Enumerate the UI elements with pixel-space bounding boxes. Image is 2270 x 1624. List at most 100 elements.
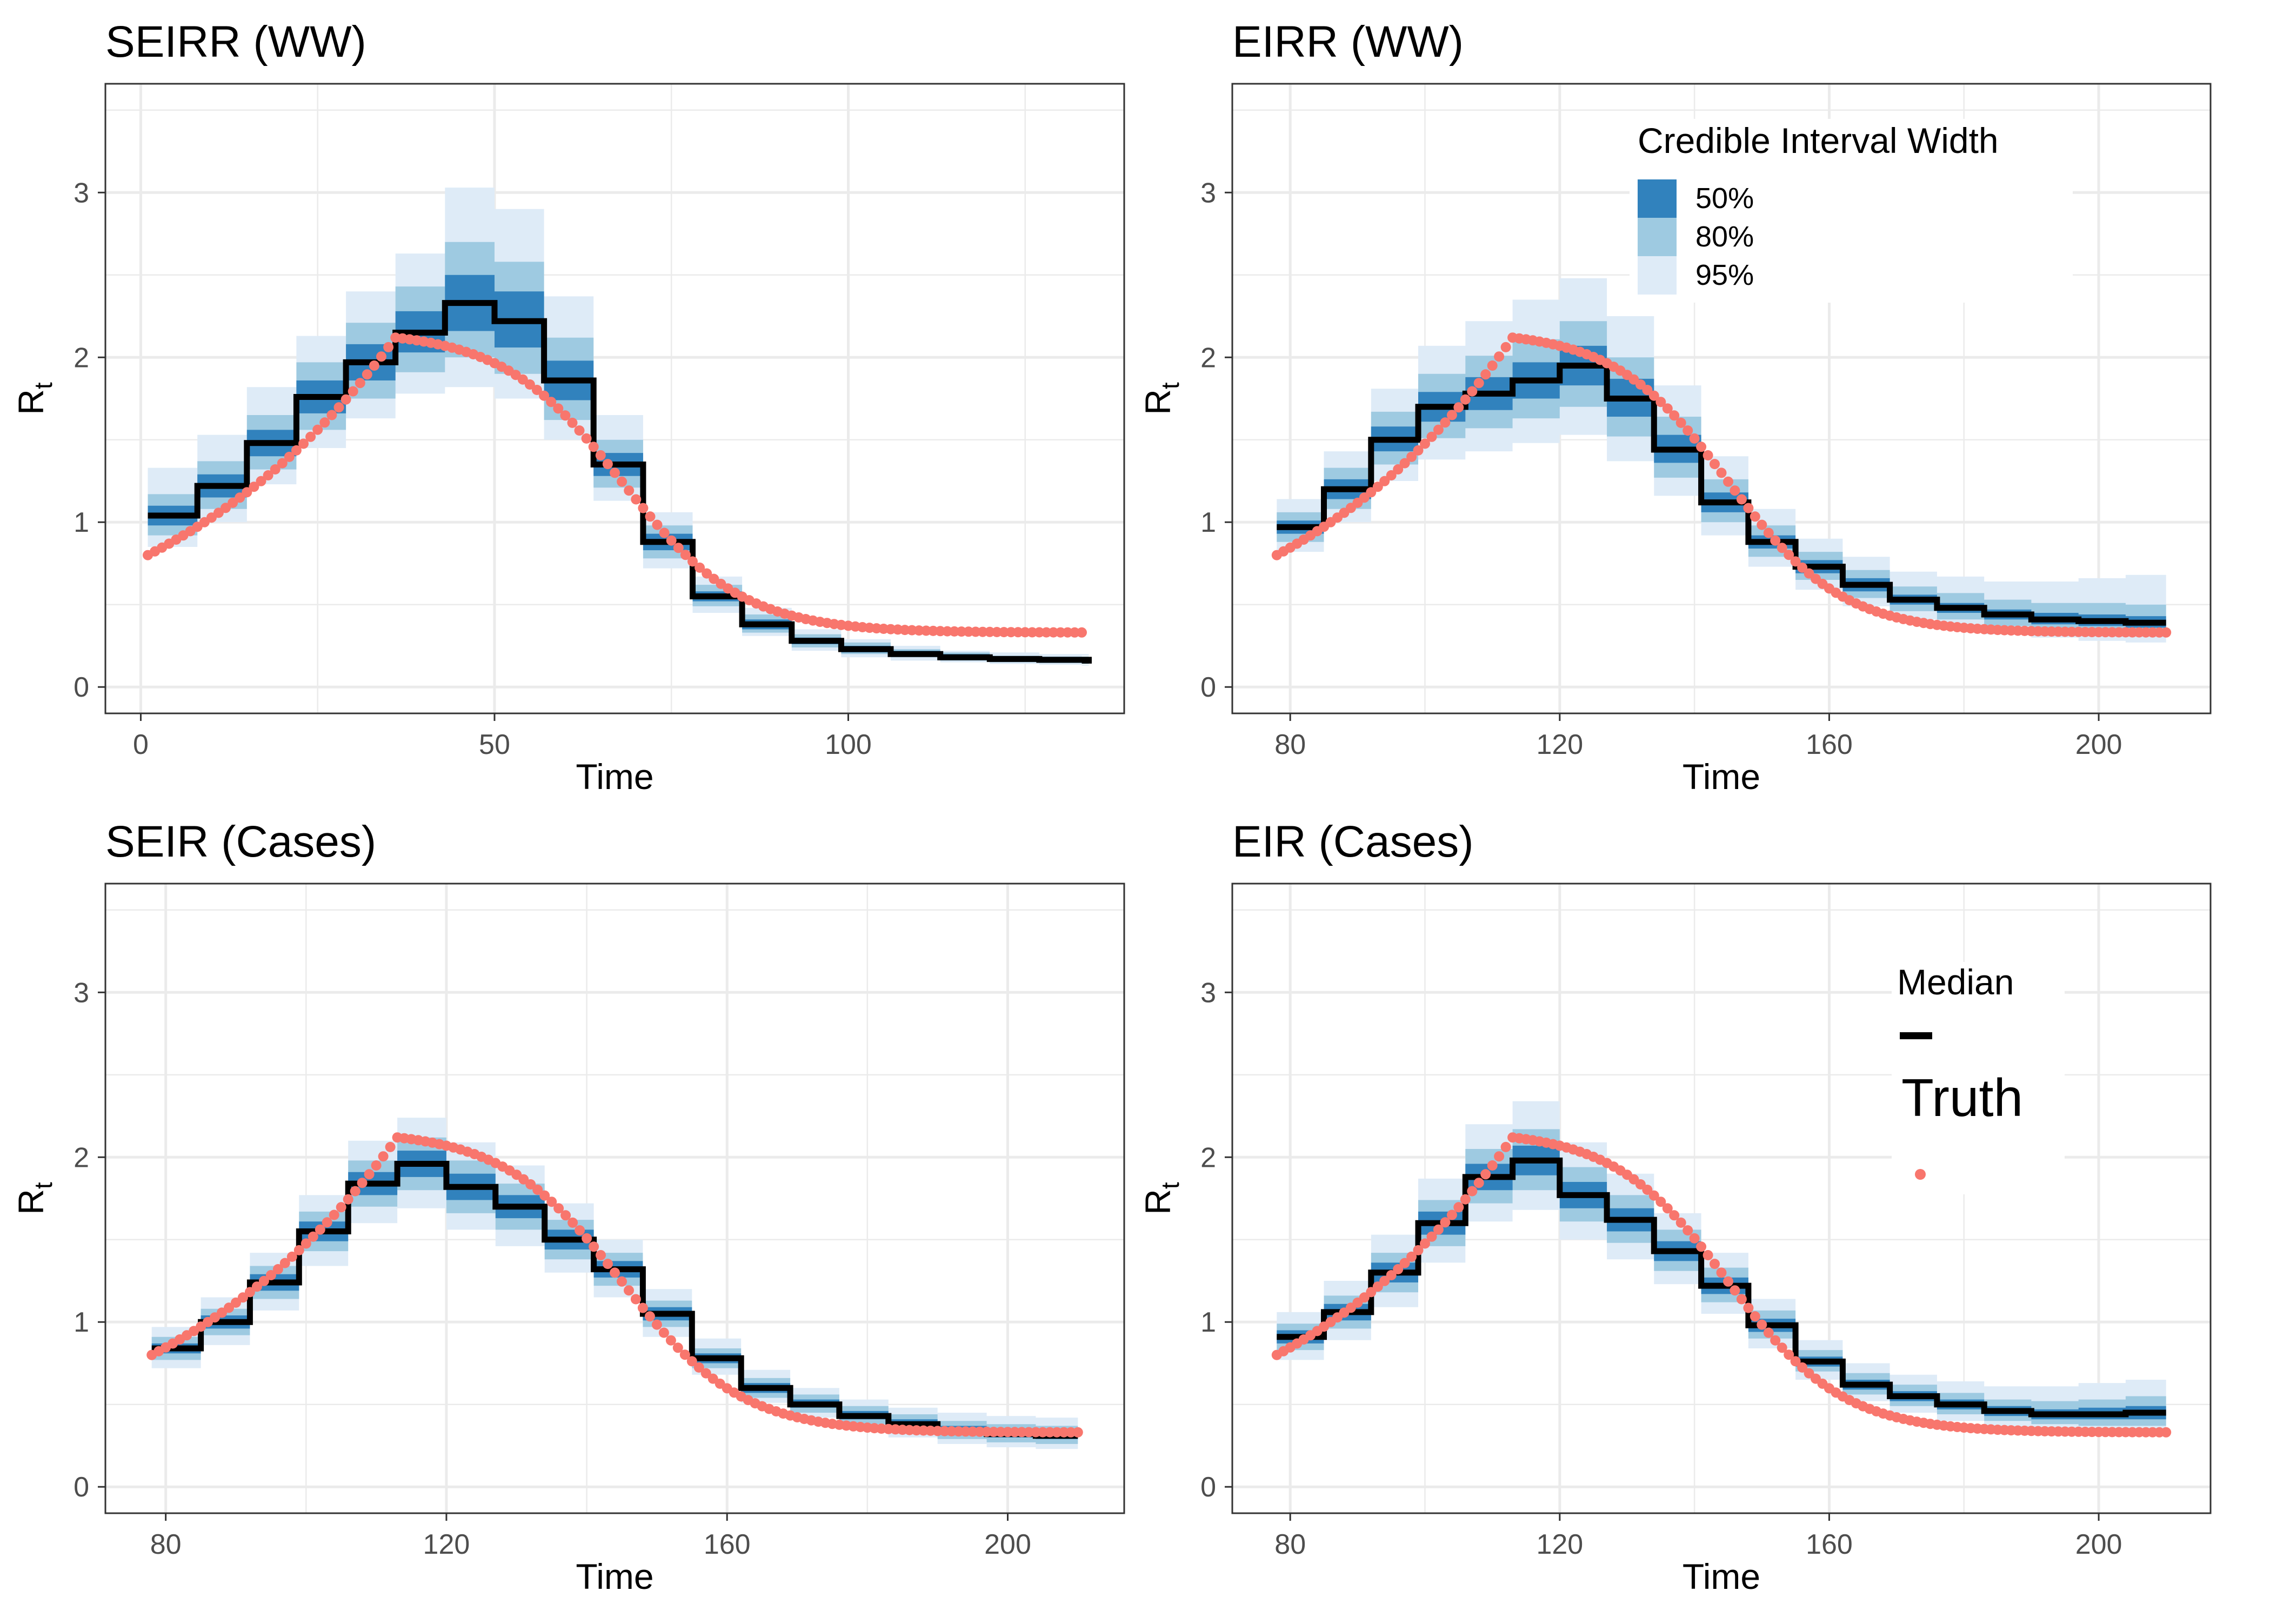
truth-point [1702, 1250, 1713, 1260]
truth-point [1790, 556, 1801, 567]
truth-point [1077, 627, 1087, 638]
truth-point [680, 550, 691, 560]
truth-point [702, 568, 712, 579]
truth-point [364, 1169, 375, 1180]
truth-point [1372, 482, 1383, 492]
truth-point [546, 1197, 557, 1207]
legend-median-key [1900, 1032, 1932, 1039]
ci-band-50 [1277, 1145, 2166, 1420]
truth-point [560, 410, 571, 421]
legend-swatch-50 [1638, 179, 1677, 218]
truth-point [560, 1210, 571, 1221]
y-tick-label: 3 [74, 177, 89, 209]
truth-point [1710, 459, 1720, 470]
truth-point [1041, 627, 1052, 638]
y-axis-label: Rt [1138, 1182, 1184, 1215]
x-tick-label: 160 [1806, 1529, 1853, 1560]
truth-point [256, 476, 266, 486]
truth-point [1413, 445, 1424, 456]
x-tick-label: 200 [2075, 1529, 2122, 1560]
truth-point [1675, 1217, 1686, 1228]
truth-point [693, 1362, 704, 1373]
truth-point [1689, 1233, 1700, 1244]
truth-point [1689, 433, 1700, 444]
truth-point [1736, 1294, 1747, 1305]
data-layer [1271, 1101, 2172, 1438]
legend-background [1630, 119, 2073, 303]
truth-point [581, 433, 592, 444]
truth-point [362, 369, 372, 380]
truth-point [221, 503, 231, 513]
truth-point [617, 1276, 627, 1287]
truth-point [235, 492, 245, 503]
legend-swatch-80 [1638, 218, 1677, 256]
panel-border [1231, 83, 2212, 714]
truth-point [1453, 1202, 1464, 1213]
x-tick-label: 80 [150, 1529, 182, 1560]
legend-label: 95% [1695, 259, 1754, 291]
truth-point [539, 1190, 550, 1201]
truth-point [1790, 1356, 1801, 1367]
axes: 0 50 100 0 1 2 3 [74, 177, 872, 760]
truth-points [1271, 332, 2172, 638]
truth-point [228, 497, 238, 508]
panel-title: EIRR (WW) [1232, 17, 1464, 66]
truth-point [1642, 385, 1653, 395]
truth-point [1770, 535, 1781, 546]
truth-point [1642, 1185, 1653, 1195]
x-tick-label: 160 [704, 1529, 751, 1560]
truth-point [624, 485, 635, 496]
truth-point [977, 626, 988, 637]
truth-point [305, 431, 316, 442]
truth-point [603, 1259, 613, 1269]
truth-point [1648, 390, 1659, 401]
truth-point [333, 402, 344, 413]
y-tick-label: 1 [74, 507, 89, 538]
y-axis-label-sub: t [29, 382, 57, 389]
truth-point [637, 1302, 648, 1313]
truth-point [355, 378, 365, 389]
x-axis-label: Time [1683, 1556, 1760, 1596]
truth-point [695, 562, 705, 573]
y-tick-label: 2 [74, 1142, 89, 1173]
truth-point [291, 445, 302, 456]
truth-point [1777, 1342, 1787, 1353]
truth-point [1797, 562, 1808, 573]
truth-point [1034, 627, 1045, 638]
truth-point [1065, 1427, 1076, 1438]
x-tick-label: 80 [1274, 729, 1306, 760]
truth-point [1500, 1141, 1511, 1152]
truth-point [1710, 1259, 1720, 1269]
truth-point [2161, 1427, 2172, 1438]
truth-point [1473, 378, 1484, 389]
truth-point [329, 1209, 339, 1220]
x-axis-label: Time [576, 757, 653, 797]
y-tick-label: 2 [1200, 1142, 1216, 1173]
panel-border [1231, 883, 2212, 1514]
truth-point [286, 1251, 297, 1262]
truth-point [1399, 1258, 1410, 1268]
truth-point [1494, 1151, 1505, 1162]
truth-point [672, 1342, 683, 1353]
y-tick-label: 0 [1200, 1472, 1216, 1503]
panel-1: 0 50 100 0 1 2 3 SEIRR (WW) Time Rt [11, 17, 1125, 797]
y-axis-label-sub: t [29, 1182, 57, 1189]
truth-point [376, 351, 386, 362]
truth-point [1669, 1210, 1680, 1221]
truth-point [1702, 450, 1713, 460]
panel-title: EIR (Cases) [1232, 817, 1474, 866]
x-tick-label: 120 [423, 1529, 470, 1560]
truth-point [970, 626, 981, 637]
truth-point [1696, 442, 1707, 452]
ci-band-50 [148, 275, 1089, 663]
truth-point [1777, 543, 1787, 553]
truth-point [1743, 1302, 1754, 1313]
truth-point [645, 511, 656, 522]
truth-point [1655, 397, 1666, 407]
truth-point [1062, 627, 1073, 638]
y-axis-label: Rt [1138, 382, 1184, 415]
truth-point [1683, 1225, 1693, 1236]
legend-background [1892, 962, 2065, 1194]
truth-point [1433, 1224, 1444, 1235]
truth-point [687, 556, 698, 567]
